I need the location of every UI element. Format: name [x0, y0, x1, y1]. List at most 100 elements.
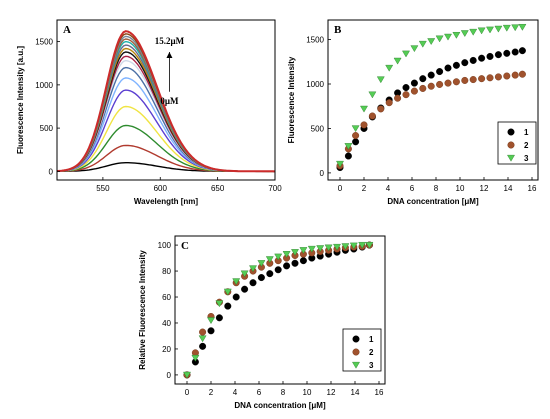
x-tick-label: 14 — [351, 388, 360, 397]
x-tick-label: 10 — [303, 388, 312, 397]
data-point — [341, 243, 350, 251]
data-point — [215, 300, 224, 308]
y-tick-label: 100 — [158, 241, 172, 250]
y-axis-title: Fluorescence Intensity — [287, 56, 296, 143]
data-point — [257, 274, 265, 282]
legend-label-1: 1 — [524, 128, 529, 137]
data-point — [494, 25, 503, 33]
legend-label-2: 2 — [369, 348, 374, 357]
data-point — [299, 257, 307, 265]
y-tick-label: 0 — [167, 371, 172, 380]
data-point — [215, 314, 223, 322]
data-point — [478, 54, 486, 62]
data-point — [377, 105, 385, 113]
legend-label-3: 3 — [369, 361, 374, 370]
data-point — [486, 74, 494, 82]
y-tick-label: 80 — [162, 267, 171, 276]
data-point — [282, 251, 291, 258]
data-point — [274, 266, 282, 274]
panel-letter: A — [63, 24, 71, 36]
series-1 — [336, 47, 526, 172]
data-point — [368, 91, 377, 99]
data-point — [503, 72, 511, 80]
data-point — [494, 51, 502, 59]
data-point — [207, 327, 215, 335]
data-point — [257, 260, 266, 267]
data-point — [283, 262, 291, 270]
data-point — [344, 152, 352, 160]
data-point — [336, 160, 344, 168]
data-point — [410, 87, 418, 95]
plot-frame — [327, 19, 539, 181]
data-point — [402, 84, 410, 92]
data-point — [291, 259, 299, 267]
y-tick-label: 1000 — [306, 80, 324, 89]
y-tick-label: 500 — [40, 124, 54, 133]
panel-letter: B — [334, 24, 342, 36]
data-point — [518, 70, 526, 78]
data-point — [352, 132, 360, 140]
data-point — [232, 278, 241, 286]
data-point — [291, 249, 299, 256]
data-point — [324, 244, 333, 252]
series-2 — [336, 70, 526, 170]
data-point — [410, 79, 418, 87]
data-point — [241, 285, 249, 293]
x-tick-label: 4 — [233, 388, 238, 397]
data-point — [240, 270, 249, 278]
data-point — [223, 288, 232, 296]
data-point — [502, 24, 511, 32]
x-axis-title: Wavelength [nm] — [134, 197, 198, 206]
data-point — [435, 35, 444, 43]
legend: 1 2 3 — [342, 328, 382, 372]
data-point — [477, 27, 486, 35]
legend-label-3: 3 — [524, 154, 529, 163]
legend-box — [342, 328, 382, 372]
x-tick-label: 0 — [338, 184, 343, 193]
data-point — [191, 354, 200, 362]
data-point — [511, 71, 519, 79]
data-point — [518, 24, 527, 31]
spectrum-line-17 — [57, 30, 275, 173]
x-tick-label: 6 — [410, 184, 415, 193]
data-point — [393, 57, 402, 65]
data-point — [360, 105, 368, 113]
legend-marker-1 — [507, 128, 515, 136]
y-tick-label: 1500 — [35, 38, 53, 47]
legend-marker-3 — [352, 361, 360, 369]
legend-marker-3 — [507, 154, 515, 162]
data-point — [511, 48, 519, 56]
x-tick-label: 550 — [96, 184, 110, 193]
x-tick-label: 12 — [480, 184, 489, 193]
data-point — [358, 242, 367, 249]
legend-marker-2 — [507, 141, 515, 149]
x-tick-label: 16 — [375, 388, 384, 397]
data-point — [469, 76, 477, 84]
y-tick-label: 40 — [162, 319, 171, 328]
data-point — [486, 26, 494, 34]
data-point — [199, 342, 207, 350]
x-tick-label: 600 — [154, 184, 168, 193]
data-point — [299, 247, 308, 254]
data-point — [351, 125, 360, 133]
legend: 1 2 3 — [497, 121, 537, 165]
data-point — [266, 270, 274, 278]
data-point — [469, 28, 478, 36]
x-tick-label: 8 — [434, 184, 439, 193]
legend-marker-2 — [352, 348, 360, 356]
data-point — [461, 59, 469, 67]
series-3 — [183, 242, 374, 379]
x-axis-title: DNA concentration [μM] — [234, 401, 326, 410]
data-point — [402, 50, 410, 58]
x-tick-label: 0 — [185, 388, 190, 397]
data-point — [333, 243, 341, 251]
data-point — [427, 38, 436, 45]
y-tick-label: 60 — [162, 293, 171, 302]
data-point — [385, 64, 394, 72]
data-point — [418, 40, 427, 48]
data-point — [249, 279, 257, 287]
data-point — [352, 138, 360, 146]
